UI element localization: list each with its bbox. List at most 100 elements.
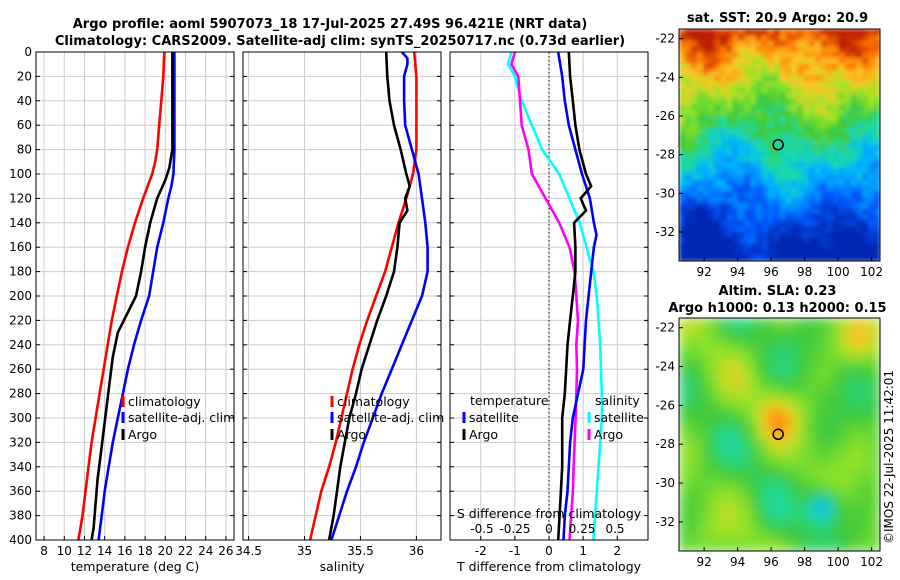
- map-cell: [761, 475, 769, 482]
- map-cell: [791, 98, 798, 105]
- map-cell: [714, 422, 721, 430]
- map-cell: [702, 510, 710, 517]
- map-cell: [732, 116, 739, 123]
- map-cell: [773, 463, 781, 471]
- map-cell: [749, 521, 757, 529]
- map-cell: [726, 98, 733, 105]
- map-cell: [749, 399, 757, 406]
- map-cell: [797, 434, 804, 441]
- map-cell: [690, 243, 698, 250]
- map-cell: [732, 203, 739, 210]
- map-cell: [708, 469, 716, 476]
- map-cell: [803, 104, 810, 111]
- map-cell: [850, 486, 857, 494]
- map-cell: [702, 145, 710, 152]
- map-cell: [797, 226, 804, 233]
- map-cell: [838, 399, 846, 406]
- map-cell: [690, 358, 698, 366]
- map-cell: [844, 116, 852, 123]
- map-cell: [714, 29, 721, 36]
- map-cell: [803, 214, 810, 221]
- map-cell: [761, 197, 769, 204]
- map-cell: [826, 46, 834, 53]
- map-cell: [726, 87, 733, 94]
- map-cell: [720, 341, 727, 348]
- map-cell: [785, 110, 792, 117]
- map-cell: [844, 370, 852, 377]
- map-cell: [856, 69, 863, 76]
- map-cell: [696, 510, 704, 517]
- map-cell: [679, 168, 686, 175]
- map-cell: [720, 156, 727, 163]
- map-cell: [874, 81, 880, 88]
- map-cell: [838, 457, 846, 465]
- map-cell: [744, 46, 751, 53]
- map-cell: [874, 481, 880, 488]
- map-cell: [714, 393, 721, 401]
- map-cell: [708, 87, 716, 94]
- map-cell: [785, 220, 792, 227]
- map-cell: [732, 237, 739, 245]
- map-cell: [773, 92, 781, 100]
- map-x-tick-label: 92: [696, 265, 711, 279]
- map-cell: [744, 156, 751, 163]
- map-cell: [755, 214, 763, 221]
- map-cell: [738, 469, 745, 476]
- map-cell: [803, 203, 810, 210]
- map-cell: [679, 440, 686, 447]
- map-cell: [820, 220, 828, 227]
- map-cell: [814, 116, 822, 123]
- map-cell: [797, 428, 804, 436]
- map-cell: [744, 492, 751, 500]
- map-cell: [732, 58, 739, 65]
- map-cell: [679, 469, 686, 476]
- map-cell: [767, 133, 775, 140]
- map-cell: [726, 156, 733, 163]
- map-cell: [850, 399, 857, 406]
- map-cell: [814, 145, 822, 152]
- map-cell: [838, 440, 846, 447]
- map-cell: [679, 393, 686, 401]
- map-cell: [844, 382, 852, 389]
- map-cell: [797, 127, 804, 134]
- map-cell: [690, 98, 698, 105]
- map-cell: [749, 382, 757, 389]
- map-cell: [696, 232, 704, 239]
- map-cell: [791, 214, 798, 221]
- map-cell: [749, 237, 757, 245]
- map-cell: [814, 255, 822, 261]
- map-cell: [679, 457, 686, 465]
- map-cell: [767, 393, 775, 401]
- map-cell: [773, 237, 781, 245]
- map-cell: [874, 521, 880, 529]
- map-cell: [684, 347, 692, 354]
- map-cell: [708, 358, 716, 366]
- map-cell: [755, 335, 763, 342]
- map-cell: [684, 98, 692, 105]
- map-cell: [684, 116, 692, 123]
- map-cell: [862, 168, 869, 175]
- map-cell: [809, 428, 816, 436]
- map-cell: [779, 545, 787, 551]
- map-cell: [714, 75, 721, 82]
- map-cell: [838, 168, 846, 175]
- map-cell: [850, 434, 857, 441]
- map-cell: [696, 98, 704, 105]
- map-cell: [696, 58, 704, 65]
- map-cell: [791, 220, 798, 227]
- map-cell: [732, 29, 739, 36]
- map-cell: [832, 521, 840, 529]
- map-cell: [814, 329, 822, 337]
- map-cell: [755, 121, 763, 129]
- map-cell: [714, 232, 721, 239]
- map-cell: [726, 40, 733, 47]
- map-cell: [761, 335, 769, 342]
- map-cell: [684, 133, 692, 140]
- map-cell: [791, 237, 798, 245]
- map-cell: [850, 104, 857, 111]
- map-cell: [708, 145, 716, 152]
- map-cell: [720, 191, 727, 198]
- map-cell: [696, 168, 704, 175]
- map-cell: [744, 191, 751, 198]
- map-cell: [797, 52, 804, 59]
